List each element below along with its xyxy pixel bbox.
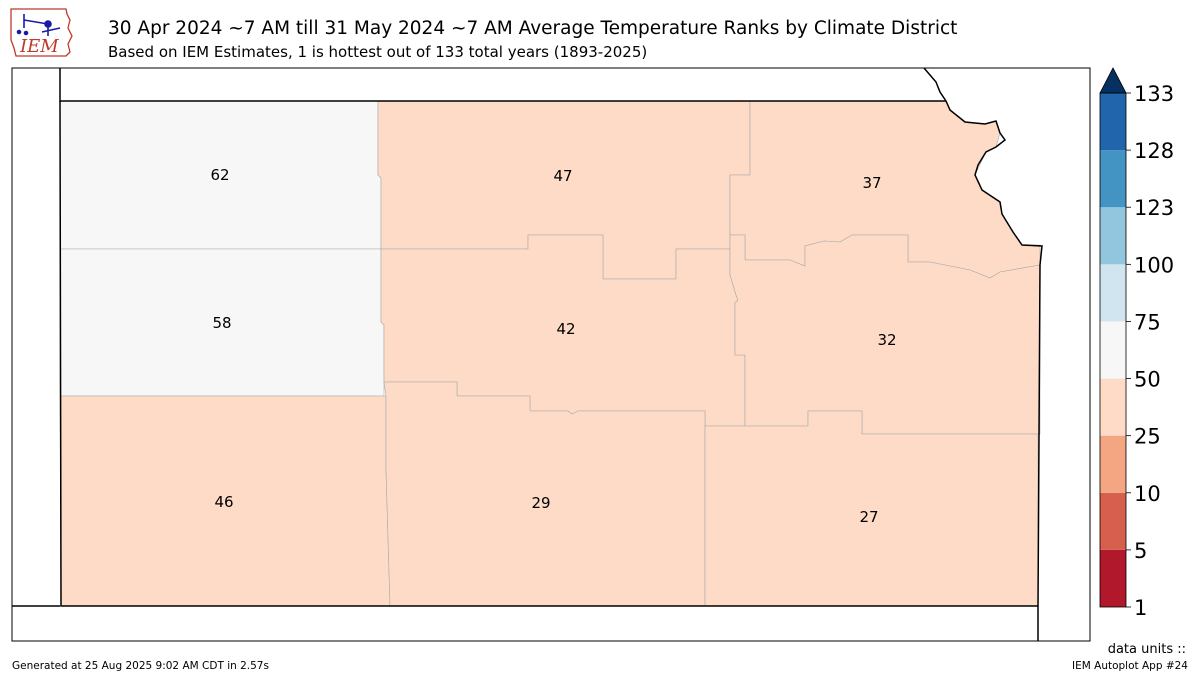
district-rank-north-central: 47 <box>553 167 572 185</box>
app-label: IEM Autoplot App #24 <box>1072 660 1188 672</box>
district-rank-northeast: 37 <box>862 174 881 192</box>
kansas-climate-district-map: 62 47 37 58 42 32 46 29 27 <box>11 67 1091 642</box>
weather-station-icon <box>16 14 61 36</box>
colorbar-tick-label: 75 <box>1134 310 1161 334</box>
map-title: 30 Apr 2024 ~7 AM till 31 May 2024 ~7 AM… <box>108 18 958 39</box>
colorbar-tick-label: 128 <box>1134 139 1174 163</box>
colorbar-units-label: data units :: <box>1107 642 1186 657</box>
colorbar-swatch <box>1100 321 1126 379</box>
district-rank-southwest: 46 <box>214 493 233 511</box>
district-east-central <box>729 234 1041 435</box>
colorbar-swatch <box>1100 264 1126 322</box>
state-borders <box>12 67 1043 641</box>
district-rank-west-central: 58 <box>212 314 231 332</box>
district-rank-central: 42 <box>556 320 575 338</box>
colorbar-tick-label: 25 <box>1134 425 1161 449</box>
colorbar-tick-label: 10 <box>1134 482 1161 506</box>
colorbar-swatch <box>1100 435 1126 493</box>
district-rank-south-central: 29 <box>531 494 550 512</box>
colorbar-tick-label: 123 <box>1134 196 1174 220</box>
district-rank-northwest: 62 <box>210 166 229 184</box>
logo-text: IEM <box>19 36 59 57</box>
district-rank-southeast: 27 <box>859 508 878 526</box>
colorbar: 1 5 10 25 50 75 100 123 128 133 <box>1099 67 1174 620</box>
colorbar-tick-label: 1 <box>1134 596 1147 620</box>
colorbar-frame <box>1099 92 1127 608</box>
district-south-central <box>383 381 706 607</box>
generated-timestamp: Generated at 25 Aug 2025 9:02 AM CDT in … <box>12 660 269 672</box>
colorbar-swatch <box>1100 492 1126 550</box>
colorbar-tick-label: 5 <box>1134 539 1147 563</box>
colorbar-swatch <box>1100 549 1126 607</box>
colorbar-tick-label: 100 <box>1134 253 1174 277</box>
colorbar-swatch <box>1100 93 1126 151</box>
colorbar-tick-label: 133 <box>1134 82 1174 106</box>
colorbar-swatch <box>1100 207 1126 265</box>
map-subtitle: Based on IEM Estimates, 1 is hottest out… <box>108 43 648 61</box>
district-rank-east-central: 32 <box>877 331 896 349</box>
colorbar-swatch <box>1100 378 1126 436</box>
colorbar-swatch <box>1100 150 1126 208</box>
colorbar-tick-label: 50 <box>1134 368 1161 392</box>
iem-logo: IEM <box>10 8 73 57</box>
colorbar-extend-arrow <box>1099 67 1127 94</box>
